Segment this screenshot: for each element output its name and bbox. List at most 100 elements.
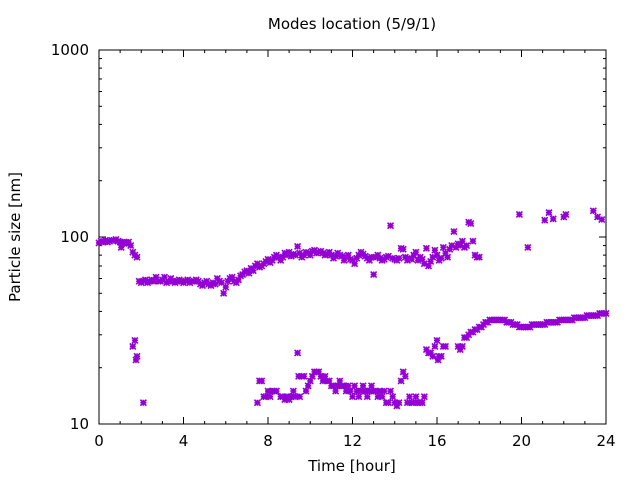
- data-point: [431, 342, 439, 350]
- data-point: [401, 372, 409, 380]
- data-point: [160, 273, 169, 281]
- data-point: [467, 219, 475, 228]
- data-point: [348, 256, 357, 264]
- data-point: [344, 382, 352, 390]
- data-point: [602, 309, 610, 318]
- data-point: [380, 387, 388, 395]
- x-tick-label: 24: [596, 432, 615, 450]
- data-point: [332, 387, 340, 395]
- data-point: [469, 237, 477, 245]
- data-point: [450, 227, 458, 236]
- data-point: [395, 399, 403, 407]
- x-tick-label: 20: [512, 432, 531, 450]
- data-point: [127, 241, 135, 250]
- data-point: [412, 393, 420, 401]
- data-point: [420, 260, 428, 268]
- data-point: [427, 257, 435, 266]
- data-point: [446, 245, 454, 253]
- data-point: [152, 273, 160, 281]
- data-point: [458, 237, 466, 245]
- data-point: [439, 243, 447, 251]
- data-point: [448, 241, 456, 250]
- data-point: [441, 342, 450, 350]
- data-point: [294, 349, 302, 357]
- data-point: [315, 368, 323, 376]
- data-point: [211, 280, 219, 288]
- data-point: [131, 336, 139, 344]
- y-tick-label: 10: [70, 415, 89, 433]
- data-point: [125, 238, 133, 246]
- data-point: [296, 393, 304, 401]
- data-point: [549, 215, 557, 223]
- data-point: [338, 252, 346, 260]
- data-point: [429, 253, 437, 261]
- data-point: [272, 387, 281, 395]
- data-point: [116, 238, 124, 246]
- data-point: [129, 342, 137, 350]
- data-point: [139, 399, 147, 407]
- data-point: [384, 399, 392, 407]
- data-point: [367, 382, 376, 390]
- y-axis-label: Particle size [nm]: [6, 172, 24, 302]
- data-point: [598, 215, 606, 224]
- data-point: [593, 213, 602, 221]
- x-tick-label: 12: [343, 432, 362, 450]
- data-point: [410, 399, 418, 407]
- data-point: [344, 251, 352, 259]
- data-point: [515, 210, 523, 219]
- data-point: [363, 393, 371, 401]
- data-point: [437, 352, 445, 360]
- data-point: [245, 269, 253, 277]
- data-point: [289, 387, 297, 395]
- data-point: [562, 210, 570, 219]
- data-point: [384, 252, 392, 260]
- axis-ticks: 0 4 8 12 16 20 24 10 100 1000: [51, 41, 616, 450]
- data-point: [340, 382, 348, 390]
- data-point: [317, 372, 325, 380]
- data-point: [351, 260, 359, 268]
- data-point: [264, 387, 272, 395]
- x-tick-label: 4: [179, 432, 189, 450]
- data-point: [395, 254, 403, 262]
- data-point: [355, 393, 363, 401]
- data-point: [118, 239, 126, 247]
- data-point: [253, 260, 262, 268]
- data-point: [266, 393, 274, 401]
- data-point: [475, 253, 483, 261]
- data-point: [285, 248, 293, 256]
- data-point: [294, 242, 302, 251]
- plot-frame: [98, 49, 607, 425]
- data-point: [418, 399, 426, 407]
- data-point: [325, 377, 333, 385]
- chart-title: Modes location (5/9/1): [268, 15, 436, 33]
- data-point: [308, 247, 316, 255]
- data-point: [228, 273, 236, 281]
- y-tick-label: 100: [60, 228, 89, 246]
- data-point: [359, 382, 367, 390]
- data-point: [222, 283, 230, 291]
- data-point: [452, 243, 460, 251]
- data-point: [110, 236, 118, 244]
- data-point: [463, 241, 471, 250]
- data-point: [306, 377, 314, 385]
- data-point: [524, 243, 532, 251]
- data-point: [253, 399, 262, 407]
- data-point: [295, 372, 303, 380]
- data-point: [397, 244, 405, 252]
- data-point: [342, 387, 350, 395]
- data-point: [117, 243, 125, 251]
- data-point: [422, 244, 431, 252]
- data-point: [389, 393, 397, 401]
- data-point: [589, 207, 597, 215]
- y-tick-label: 1000: [51, 41, 89, 59]
- data-point: [456, 241, 464, 250]
- data-point: [234, 276, 242, 284]
- data-point: [353, 387, 361, 395]
- data-point: [133, 253, 141, 261]
- data-point: [114, 237, 122, 245]
- data-point: [422, 346, 431, 354]
- data-point: [378, 393, 386, 401]
- data-point: [306, 251, 314, 259]
- data-point: [346, 387, 354, 395]
